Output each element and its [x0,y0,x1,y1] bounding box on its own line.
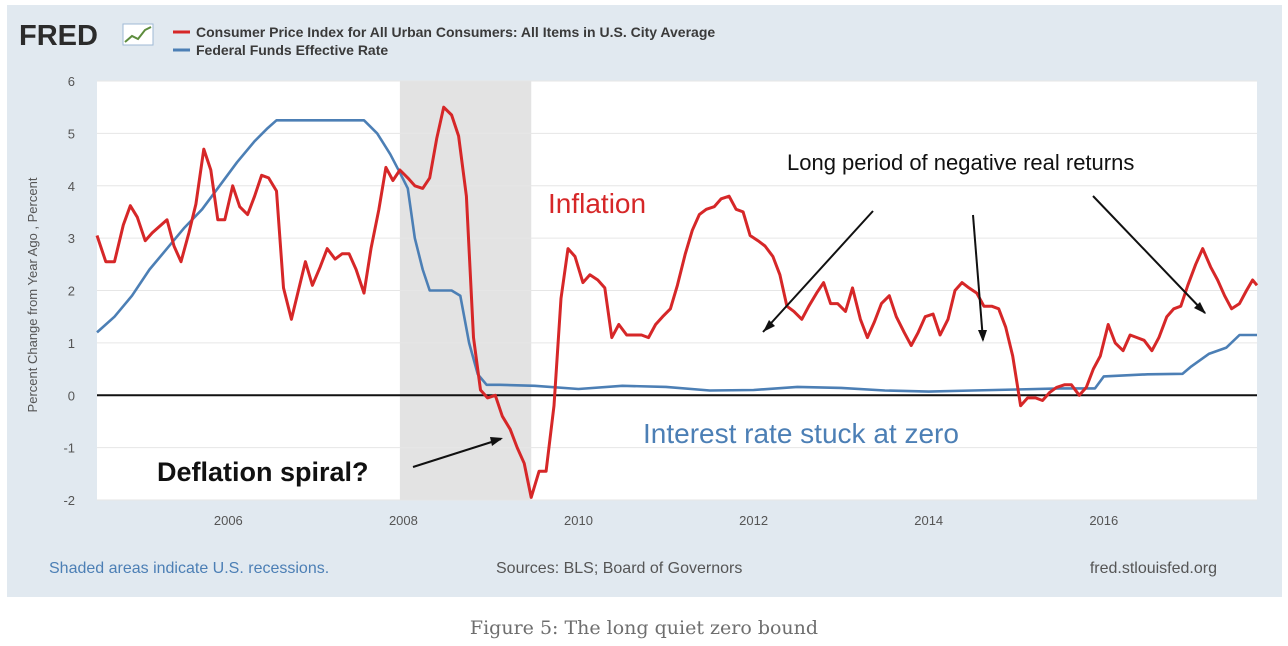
y-axis-label: Percent Change from Year Ago , Percent [25,177,40,412]
fred-logo-chart-icon [122,23,154,46]
y-tick-label: -1 [63,441,75,456]
sources-text: Sources: BLS; Board of Governors [496,560,742,577]
x-tick-label: 2006 [214,513,243,528]
series-line-cpi [95,105,1259,499]
x-tick-label: 2010 [564,513,593,528]
y-tick-label: 1 [68,336,75,351]
y-tick-label: 6 [68,74,75,89]
chart-svg: FRED Consumer Price Index for All Urban … [19,20,1259,577]
arrow-negative-returns-right [1092,195,1206,314]
x-tick-label: 2012 [739,513,768,528]
y-tick-label: -2 [63,493,75,508]
fred-logo: FRED [19,20,98,52]
series-line-fedfunds [96,119,1257,393]
arrow-negative-returns-left [762,210,874,333]
arrow-negative-returns-middle-head [978,330,987,342]
series-group [95,105,1259,499]
fred-site-link[interactable]: fred.stlouisfed.org [1090,560,1217,577]
arrow-deflation-head [490,437,503,446]
x-tick-label: 2016 [1089,513,1118,528]
grid-lines [97,80,1257,501]
arrow-negative-returns-right-head [1194,302,1206,314]
annotation-interest-rate-zero: Interest rate stuck at zero [643,418,959,449]
figure-caption: Figure 5: The long quiet zero bound [469,617,819,639]
annotation-inflation: Inflation [548,188,646,219]
x-tick-label: 2008 [389,513,418,528]
legend-label-fedfunds: Federal Funds Effective Rate [196,42,388,58]
x-tick-label: 2014 [914,513,943,528]
recession-note: Shaded areas indicate U.S. recessions. [49,560,329,577]
y-tick-label: 0 [68,388,75,403]
x-axis-ticks: 2006 2008 2010 2012 2014 2016 [214,513,1118,528]
legend-label-cpi: Consumer Price Index for All Urban Consu… [196,24,715,40]
annotation-negative-real-returns: Long period of negative real returns [787,150,1134,175]
arrow-negative-returns-left-head [763,320,775,332]
arrow-negative-returns-middle [972,214,984,341]
y-tick-label: 3 [68,231,75,246]
arrow-deflation [412,438,502,468]
y-axis-ticks: -2 -1 0 1 2 3 4 5 6 [63,74,75,508]
legend: Consumer Price Index for All Urban Consu… [173,24,715,58]
chart-panel: FRED Consumer Price Index for All Urban … [7,5,1282,597]
y-tick-label: 4 [68,179,75,194]
annotation-arrows [412,195,1206,468]
annotation-deflation-spiral: Deflation spiral? [157,457,369,487]
y-tick-label: 5 [68,126,75,141]
y-tick-label: 2 [68,284,75,299]
